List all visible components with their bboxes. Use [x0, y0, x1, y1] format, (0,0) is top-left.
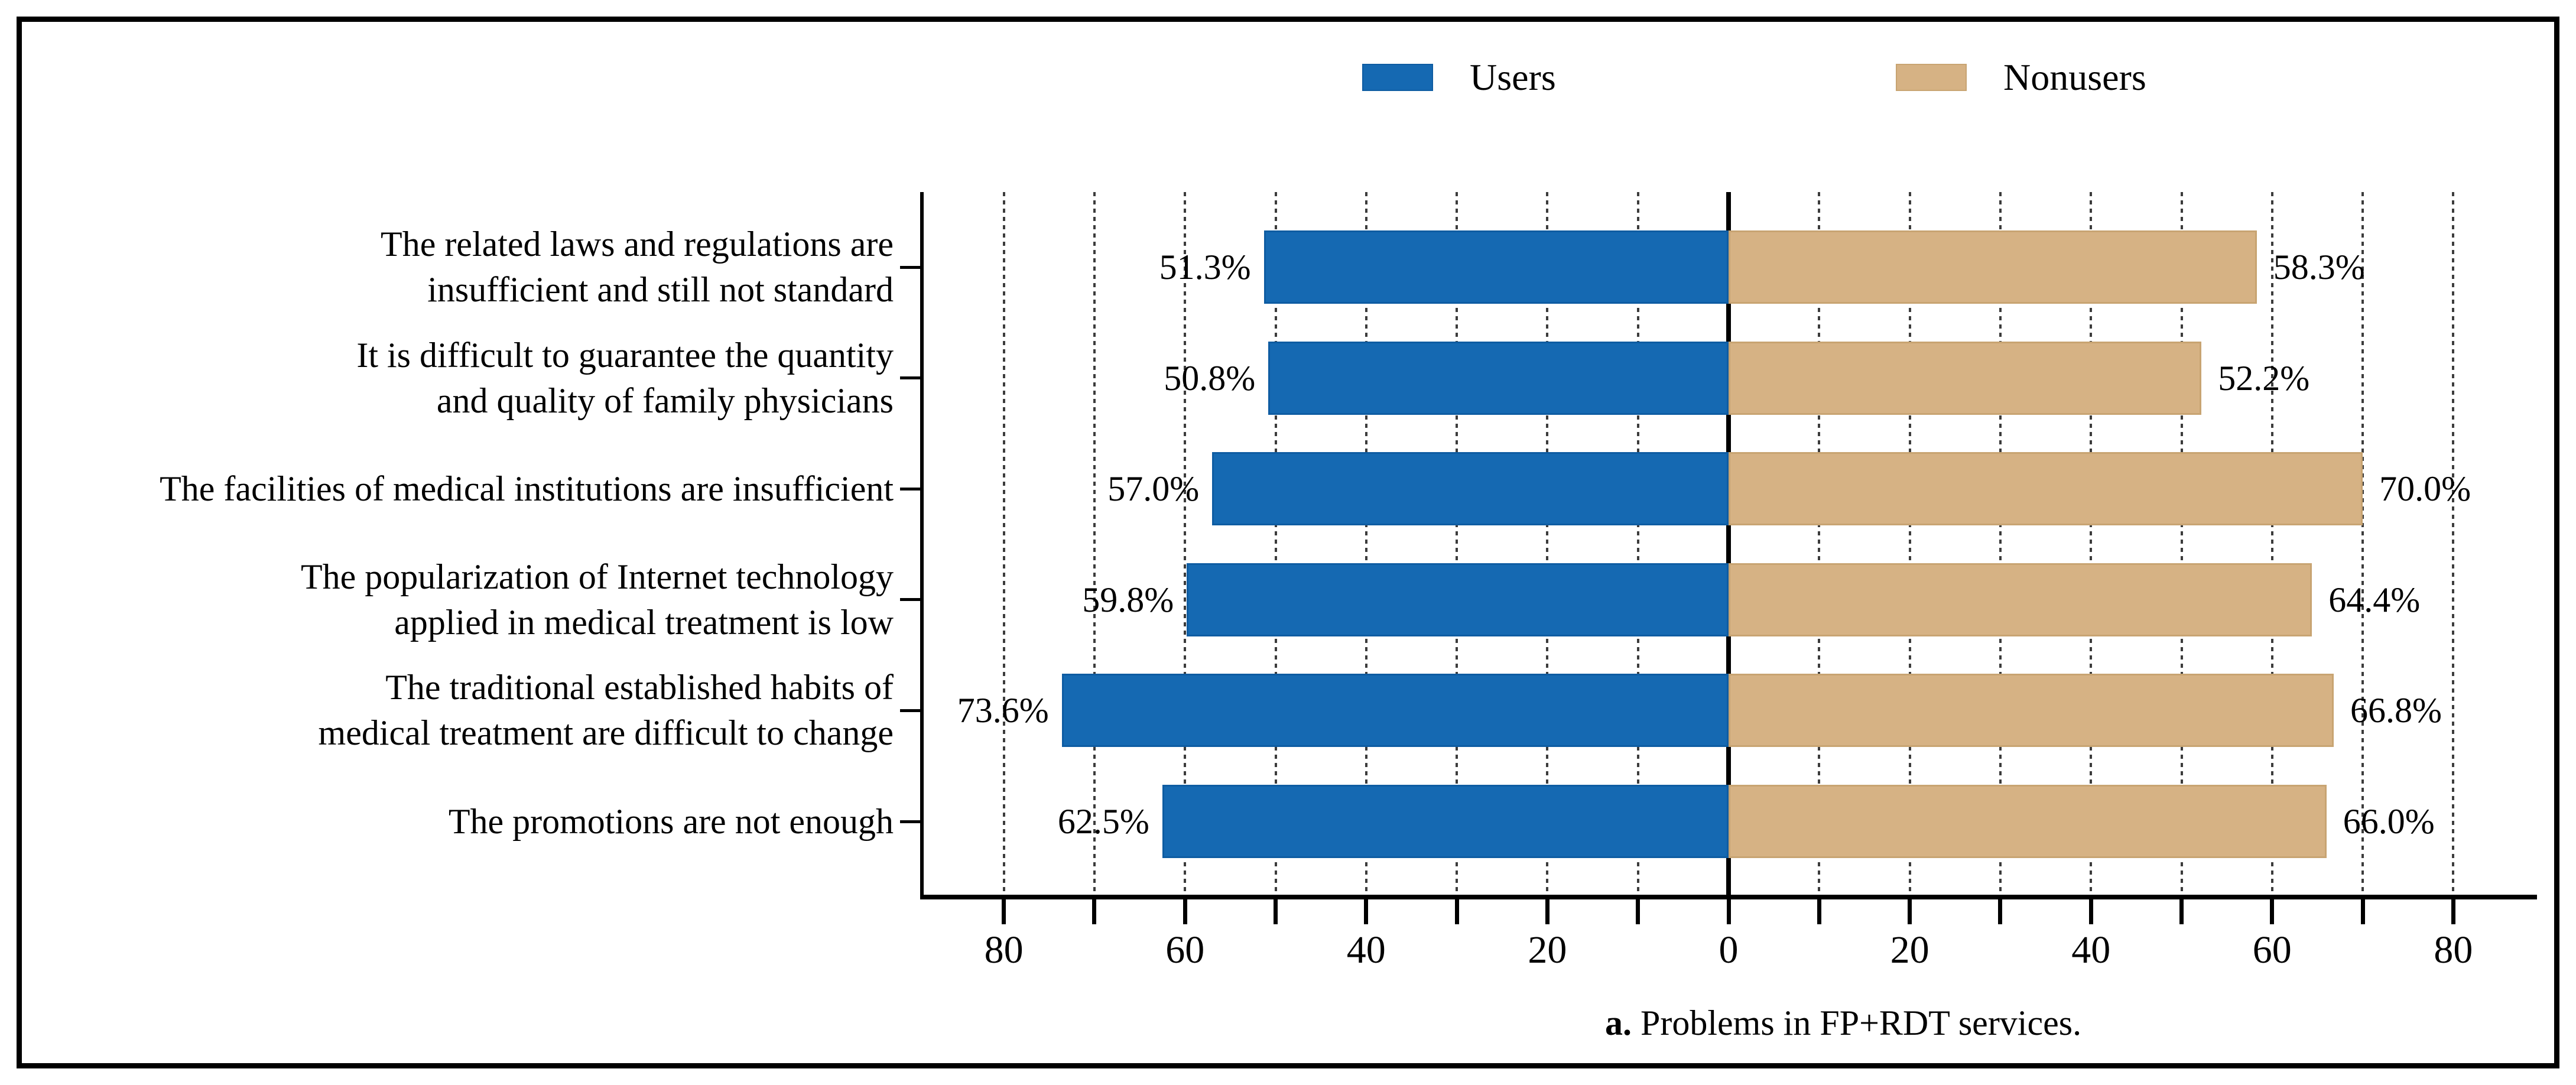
gridline	[2452, 192, 2455, 897]
gridline	[1636, 192, 1639, 897]
x-axis-tick	[2360, 899, 2365, 924]
value-label-nonusers: 64.4%	[2328, 580, 2421, 619]
legend-swatch-users	[1362, 64, 1433, 91]
caption-text: Problems in FP+RDT services.	[1632, 1003, 2082, 1042]
x-tick-label: 20	[1528, 928, 1567, 972]
gridline	[2180, 192, 2183, 897]
gridline	[1456, 192, 1458, 897]
x-tick-label: 80	[984, 928, 1024, 972]
value-label-users: 57.0%	[1107, 469, 1200, 509]
category-label-text: The related laws and regulations are ins…	[381, 225, 894, 309]
category-label-text: The facilities of medical institutions a…	[160, 469, 894, 508]
x-tick-label: 20	[1890, 928, 1929, 972]
value-label-users: 73.6%	[957, 691, 1049, 730]
value-label-users: 51.3%	[1159, 248, 1251, 287]
category-label-text: It is difficult to guarantee the quantit…	[356, 335, 894, 420]
x-axis-tick	[1908, 899, 1912, 924]
x-axis-tick	[1998, 899, 2003, 924]
gridline	[2270, 192, 2273, 897]
x-axis-tick	[1545, 899, 1550, 924]
legend-label: Users	[1470, 56, 1556, 98]
zero-line	[1726, 192, 1731, 899]
y-axis-tick	[900, 709, 920, 712]
x-axis-tick	[1636, 899, 1641, 924]
bar-users	[1162, 785, 1729, 858]
x-tick-label: 80	[2434, 928, 2473, 972]
bar-nonusers	[1729, 452, 2363, 526]
gridline	[1546, 192, 1549, 897]
value-label-nonusers: 66.0%	[2343, 802, 2435, 841]
x-axis-tick	[2270, 899, 2275, 924]
gridline	[1999, 192, 2002, 897]
x-axis-tick	[1454, 899, 1459, 924]
x-axis-tick	[1183, 899, 1187, 924]
y-axis-tick	[900, 820, 920, 823]
x-tick-label: 60	[1165, 928, 1205, 972]
bar-nonusers	[1729, 674, 2334, 748]
x-axis-tick	[1726, 899, 1731, 924]
x-axis-tick	[1002, 899, 1006, 924]
x-axis-tick	[2451, 899, 2455, 924]
bar-users	[1061, 674, 1729, 748]
category-label: The facilities of medical institutions a…	[35, 438, 894, 539]
value-label-nonusers: 58.3%	[2273, 248, 2365, 287]
y-axis-tick	[900, 376, 920, 380]
legend-swatch-nonusers	[1896, 64, 1967, 91]
bar-nonusers	[1729, 785, 2327, 858]
y-axis-line	[920, 192, 924, 899]
bar-users	[1187, 563, 1729, 636]
x-axis-line	[920, 895, 2537, 899]
category-label: The traditional established habits of me…	[35, 660, 894, 761]
bar-nonusers	[1729, 230, 2257, 304]
category-label-text: The popularization of Internet technolog…	[301, 557, 894, 642]
y-axis-tick	[900, 598, 920, 602]
category-label: It is difficult to guarantee the quantit…	[35, 328, 894, 428]
category-label: The popularization of Internet technolog…	[35, 550, 894, 650]
value-label-users: 50.8%	[1164, 358, 1256, 398]
x-tick-label: 60	[2252, 928, 2292, 972]
category-label: The promotions are not enough	[35, 771, 894, 872]
gridline	[1002, 192, 1005, 897]
category-label-text: The promotions are not enough	[448, 801, 894, 841]
x-tick-label: 40	[1346, 928, 1386, 972]
gridline	[1818, 192, 1821, 897]
x-axis-tick	[1364, 899, 1369, 924]
x-axis-tick	[1274, 899, 1278, 924]
bar-users	[1263, 230, 1729, 304]
bar-nonusers	[1729, 563, 2312, 636]
bar-nonusers	[1729, 341, 2202, 415]
value-label-users: 59.8%	[1082, 580, 1174, 619]
value-label-nonusers: 52.2%	[2218, 358, 2310, 398]
y-axis-tick	[900, 265, 920, 269]
category-label-text: The traditional established habits of me…	[318, 668, 894, 753]
legend-item-users: Users	[1362, 50, 1556, 105]
gridline	[1184, 192, 1187, 897]
caption-panel-label: a.	[1605, 1003, 1632, 1042]
figure-border	[17, 17, 2559, 1068]
caption: a. Problems in FP+RDT services.	[1605, 1000, 2081, 1045]
gridline	[2361, 192, 2364, 897]
bar-users	[1212, 452, 1729, 526]
category-label: The related laws and regulations are ins…	[35, 217, 894, 317]
x-axis-tick	[1817, 899, 1821, 924]
x-axis-tick	[2179, 899, 2184, 924]
x-axis-tick	[1092, 899, 1097, 924]
legend-item-nonusers: Nonusers	[1896, 50, 2146, 105]
value-label-nonusers: 70.0%	[2379, 469, 2471, 509]
x-axis-tick	[2088, 899, 2093, 924]
gridline	[1274, 192, 1277, 897]
x-tick-label: 0	[1719, 928, 1739, 972]
gridline	[1908, 192, 1911, 897]
y-axis-tick	[900, 487, 920, 490]
legend-label: Nonusers	[2003, 56, 2146, 98]
x-tick-label: 40	[2071, 928, 2111, 972]
bar-users	[1268, 341, 1729, 415]
value-label-users: 62.5%	[1057, 802, 1149, 841]
gridline	[1093, 192, 1096, 897]
gridline	[2090, 192, 2093, 897]
value-label-nonusers: 66.8%	[2350, 691, 2442, 730]
gridline	[1365, 192, 1367, 897]
